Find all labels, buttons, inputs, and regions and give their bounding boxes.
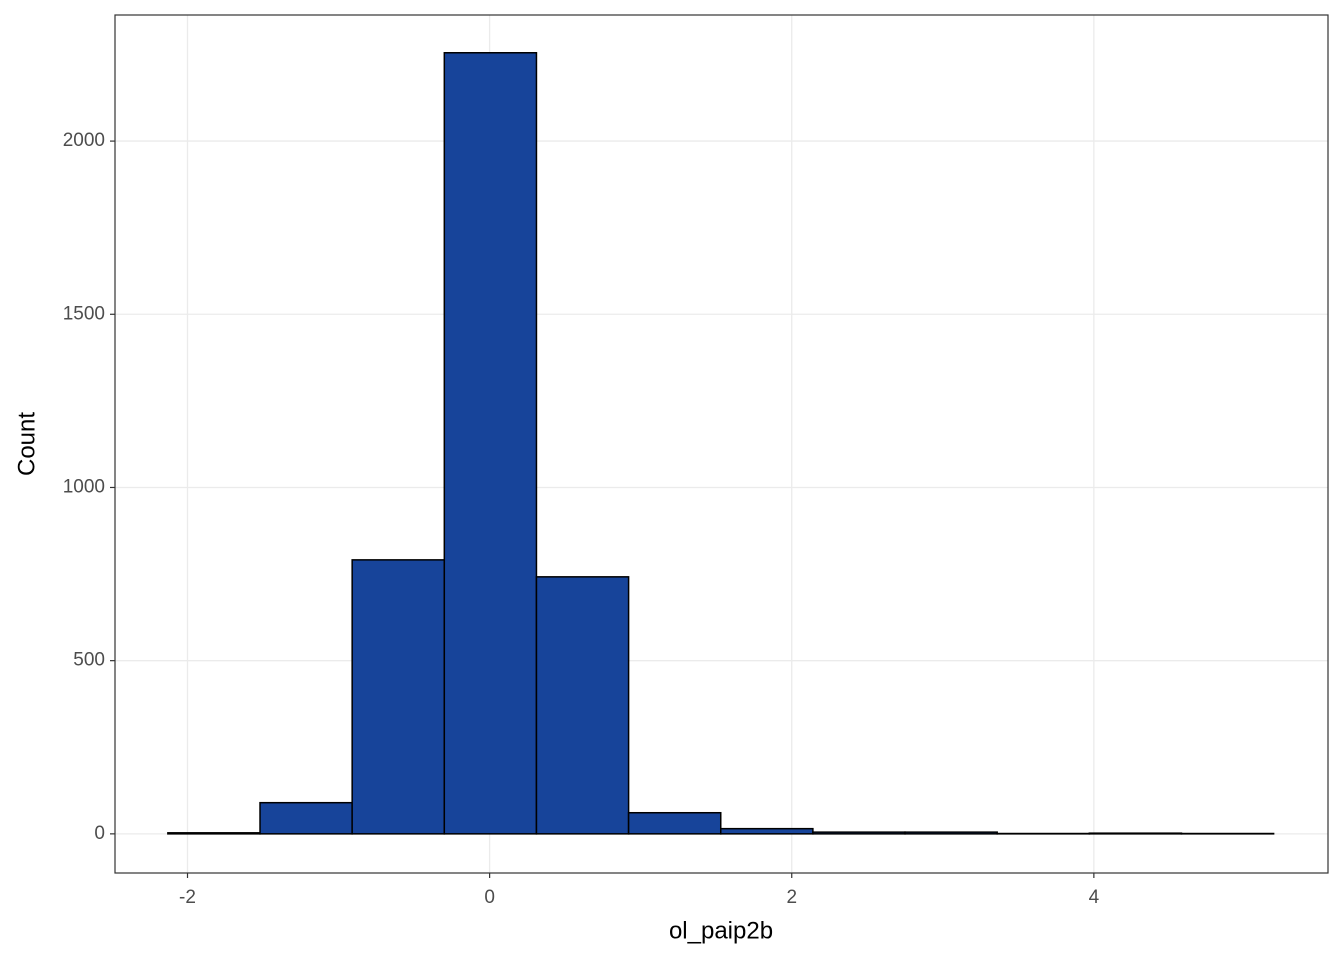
x-tick-label: 0	[484, 887, 495, 908]
bar	[812, 831, 906, 835]
panel-border	[114, 14, 1329, 874]
bar	[904, 831, 998, 835]
x-axis-title: ol_paip2b	[669, 917, 773, 944]
y-tick-label: 500	[73, 650, 105, 671]
bar	[1088, 832, 1183, 835]
bar	[351, 559, 446, 835]
bar	[627, 811, 722, 835]
x-tick-label: 2	[786, 887, 797, 908]
x-tick-label: 4	[1089, 887, 1100, 908]
y-tick-label: 1500	[63, 303, 105, 324]
bar	[259, 801, 353, 835]
bar	[167, 832, 261, 835]
x-tick-label: -2	[179, 887, 196, 908]
bars	[167, 52, 1275, 835]
y-tick-label: 0	[94, 823, 105, 844]
y-tick-label: 2000	[63, 130, 105, 151]
bar	[535, 576, 630, 835]
y-axis-title: Count	[13, 412, 40, 476]
bar	[719, 827, 814, 835]
y-tick-label: 1000	[63, 476, 105, 497]
bar	[443, 52, 538, 835]
